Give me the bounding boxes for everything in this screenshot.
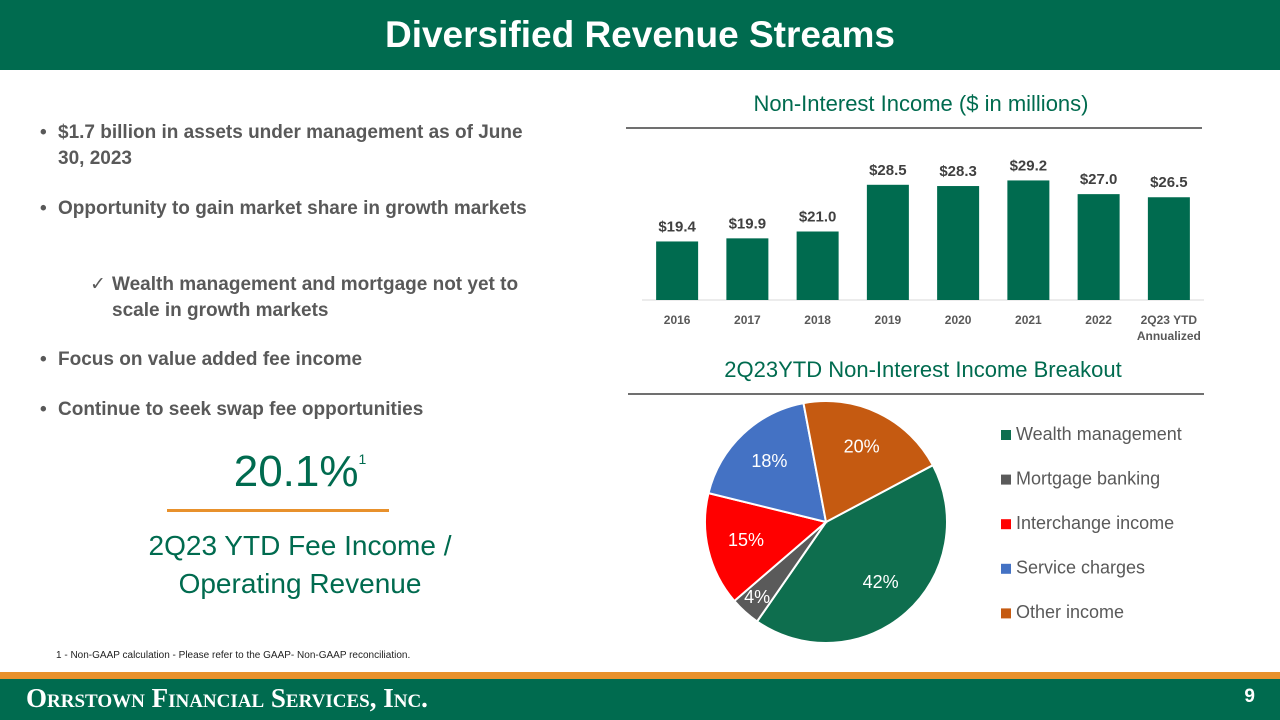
kpi-note: 1 bbox=[358, 451, 367, 467]
data-label: $19.4 bbox=[658, 218, 696, 235]
legend-swatch bbox=[1001, 563, 1011, 574]
data-label: $21.0 bbox=[799, 208, 837, 225]
bullet-text: Continue to seek swap fee opportunities bbox=[58, 399, 424, 420]
company-name: Orrstown Financial Services, Inc. bbox=[26, 683, 428, 713]
data-label: $19.9 bbox=[729, 215, 767, 232]
x-tick-label: 2017 bbox=[734, 313, 761, 327]
bullet: • Continue to seek swap fee opportunities bbox=[40, 397, 540, 423]
pie-slice bbox=[707, 401, 828, 524]
bar bbox=[726, 238, 769, 300]
sub-bullet: ✓ Wealth management and mortgage not yet … bbox=[90, 272, 550, 324]
data-label: $26.5 bbox=[1150, 174, 1188, 191]
slide-title: Diversified Revenue Streams bbox=[384, 14, 895, 55]
bullet: • Opportunity to gain market share in gro… bbox=[40, 196, 540, 222]
x-tick-label: 2018 bbox=[804, 313, 831, 327]
chart-title: 2Q23YTD Non-Interest Income Breakout bbox=[724, 357, 1121, 382]
x-tick-label: 2Q23 YTD Annualized bbox=[1136, 313, 1201, 343]
bullet-text: Focus on value added fee income bbox=[58, 349, 363, 370]
legend-swatch bbox=[1001, 474, 1011, 485]
legend-label: Other income bbox=[1016, 602, 1124, 622]
legend-label: Service charges bbox=[1016, 558, 1145, 578]
data-label: $28.3 bbox=[939, 163, 977, 180]
kpi-value: 20.1% bbox=[233, 447, 359, 496]
pie-slice bbox=[802, 400, 935, 524]
bar bbox=[866, 184, 909, 300]
bullet-text: $1.7 billion in assets under management … bbox=[58, 122, 523, 169]
x-tick-label: 2021 bbox=[1015, 313, 1042, 327]
x-tick-label: 2019 bbox=[874, 313, 902, 327]
page-number: 9 bbox=[1244, 686, 1255, 707]
data-label: 18% bbox=[751, 451, 787, 471]
data-label: $28.5 bbox=[869, 162, 907, 179]
header-bar: Diversified Revenue Streams bbox=[0, 0, 1280, 70]
bar bbox=[796, 231, 839, 300]
legend-swatch bbox=[1001, 519, 1011, 530]
footer-bar bbox=[0, 679, 1280, 720]
data-label: 42% bbox=[863, 572, 899, 592]
data-label: 15% bbox=[728, 530, 764, 550]
legend-label: Interchange income bbox=[1016, 513, 1174, 533]
data-label: $29.2 bbox=[1010, 157, 1048, 174]
data-label: 4% bbox=[744, 587, 770, 607]
x-tick-label: 2022 bbox=[1085, 313, 1112, 327]
bar bbox=[1077, 194, 1120, 300]
bar bbox=[1007, 180, 1050, 300]
bullet: • Focus on value added fee income bbox=[40, 347, 540, 373]
pie-slice bbox=[755, 463, 948, 644]
kpi: 20.1%1 bbox=[150, 447, 450, 497]
bar bbox=[1147, 197, 1190, 300]
pie-slice bbox=[704, 491, 829, 603]
data-label: 20% bbox=[844, 437, 880, 457]
bullet-text: Opportunity to gain market share in grow… bbox=[58, 198, 527, 219]
footnote: 1 - Non-GAAP calculation - Please refer … bbox=[56, 650, 411, 661]
bar bbox=[656, 241, 699, 300]
legend-swatch bbox=[1001, 430, 1011, 440]
legend-swatch bbox=[1001, 608, 1011, 619]
x-tick-label: 2020 bbox=[944, 313, 972, 327]
x-tick-label: 2016 bbox=[663, 313, 691, 327]
data-label: $27.0 bbox=[1080, 171, 1118, 188]
bullet: • $1.7 billion in assets under management… bbox=[40, 120, 540, 172]
legend-label: Wealth management bbox=[1016, 424, 1182, 444]
bar bbox=[937, 186, 980, 300]
sub-bullet-text: Wealth management and mortgage not yet t… bbox=[112, 274, 519, 321]
kpi-label: 2Q23 YTD Fee Income / Operating Revenue bbox=[148, 530, 452, 599]
chart-title: Non-Interest Income ($ in millions) bbox=[753, 91, 1088, 116]
footer-stripe bbox=[0, 672, 1280, 679]
legend-label: Mortgage banking bbox=[1016, 468, 1160, 488]
kpi-divider bbox=[167, 509, 389, 512]
